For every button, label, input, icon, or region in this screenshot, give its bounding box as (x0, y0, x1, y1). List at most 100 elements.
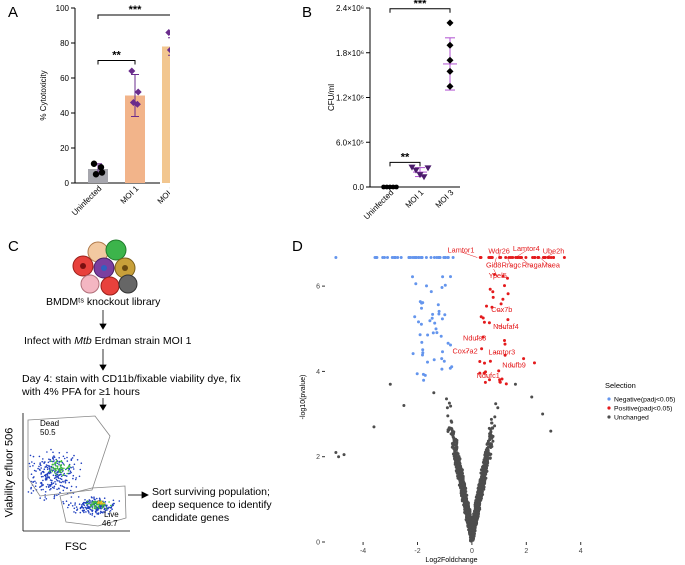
flow-event (108, 501, 110, 503)
flow-event (58, 463, 60, 466)
flow-event (49, 469, 51, 471)
flow-event (54, 481, 56, 483)
negative-point (422, 378, 426, 382)
flow-event (32, 476, 34, 479)
gene-label: Gid8 (486, 260, 501, 269)
flow-event (85, 511, 87, 513)
unchanged-point (478, 507, 482, 511)
flow-event (60, 460, 63, 462)
y-tick-label: 2 (316, 454, 320, 461)
flow-ylabel: Viability efluor 506 (3, 427, 16, 518)
flow-event (60, 471, 63, 474)
x-tick-label: 0 (470, 548, 474, 555)
flow-event (103, 497, 106, 500)
flow-event (44, 491, 47, 493)
flow-event (55, 483, 57, 485)
flow-event (41, 460, 43, 463)
cytotoxicity-bar-chart: 0 20 40 60 80 100 % Cytotoxicity Uninfected MOI … (39, 4, 170, 217)
positive-point (491, 295, 495, 299)
unchanged-point (493, 415, 497, 419)
x-tick-label: -2 (414, 548, 420, 555)
flow-event (78, 503, 81, 506)
bar (125, 95, 145, 183)
flow-event (80, 505, 83, 508)
flow-event (98, 497, 101, 500)
flow-event (53, 455, 55, 457)
flow-event (91, 510, 93, 513)
negative-point (449, 275, 452, 279)
unchanged-point (479, 497, 482, 501)
flow-event (46, 475, 49, 477)
flow-event (59, 469, 61, 472)
unchanged-point (474, 523, 478, 527)
flow-event (65, 475, 68, 477)
negative-point (373, 256, 377, 259)
flow-event (68, 467, 71, 470)
flow-event (50, 448, 52, 451)
data-point (446, 41, 454, 49)
flow-event (39, 463, 41, 465)
negative-point (415, 372, 419, 376)
flow-event (59, 467, 61, 470)
flow-event (52, 482, 55, 484)
unchanged-point (484, 471, 488, 475)
negative-point (396, 256, 400, 259)
flow-event (30, 473, 33, 475)
unchanged-point (445, 397, 448, 401)
flow-event (66, 451, 68, 454)
negative-point (448, 366, 452, 370)
gene-label-leader (464, 349, 470, 354)
y-tick-label: 1.2×10⁶ (336, 94, 364, 103)
flow-event (52, 464, 54, 466)
flow-event (68, 464, 71, 467)
flow-event (63, 472, 65, 475)
flow-event (89, 499, 91, 502)
unchanged-point (453, 453, 457, 457)
unchanged-point (490, 445, 494, 448)
unchanged-point (485, 455, 489, 459)
unchanged-point (488, 442, 492, 446)
flow-event (84, 499, 86, 501)
flow-event (93, 496, 95, 499)
positive-point (503, 284, 506, 288)
flow-event (38, 455, 41, 458)
flow-cytometry-plot (22, 413, 130, 532)
flow-event (74, 502, 76, 504)
unchanged-point (488, 432, 492, 436)
flow-event (73, 463, 76, 466)
unchanged-point (471, 538, 475, 542)
flow-event (60, 478, 63, 481)
negative-point (446, 256, 450, 259)
flow-event (51, 486, 54, 489)
flow-event (58, 487, 60, 490)
data-point (128, 67, 136, 75)
flow-event (49, 460, 51, 463)
flow-event (69, 466, 71, 468)
flow-event (44, 478, 47, 480)
gene-label-leader (545, 252, 554, 258)
data-point (424, 165, 432, 172)
flow-event (66, 472, 68, 475)
flow-event (48, 458, 50, 460)
flow-event (46, 468, 49, 471)
flow-event (73, 507, 76, 510)
y-tick-label: 20 (60, 144, 69, 153)
positive-point (543, 256, 547, 259)
flow-event (56, 462, 59, 465)
flow-event (50, 481, 53, 484)
legend-label: Positive(padj<0.05) (614, 406, 672, 413)
unchanged-point (486, 461, 490, 465)
flow-event (66, 456, 68, 459)
gene-label: Lamtor4 (513, 244, 540, 253)
flow-event (57, 477, 60, 479)
flow-event (55, 478, 58, 481)
flow-event (49, 479, 52, 481)
gene-label: Wdr26 (488, 247, 510, 256)
flow-event (52, 469, 54, 471)
flow-event (39, 462, 41, 464)
flow-event (56, 494, 58, 497)
unchanged-point (454, 469, 458, 473)
data-point (98, 169, 106, 176)
unchanged-point (477, 489, 481, 493)
flow-event (47, 483, 49, 486)
